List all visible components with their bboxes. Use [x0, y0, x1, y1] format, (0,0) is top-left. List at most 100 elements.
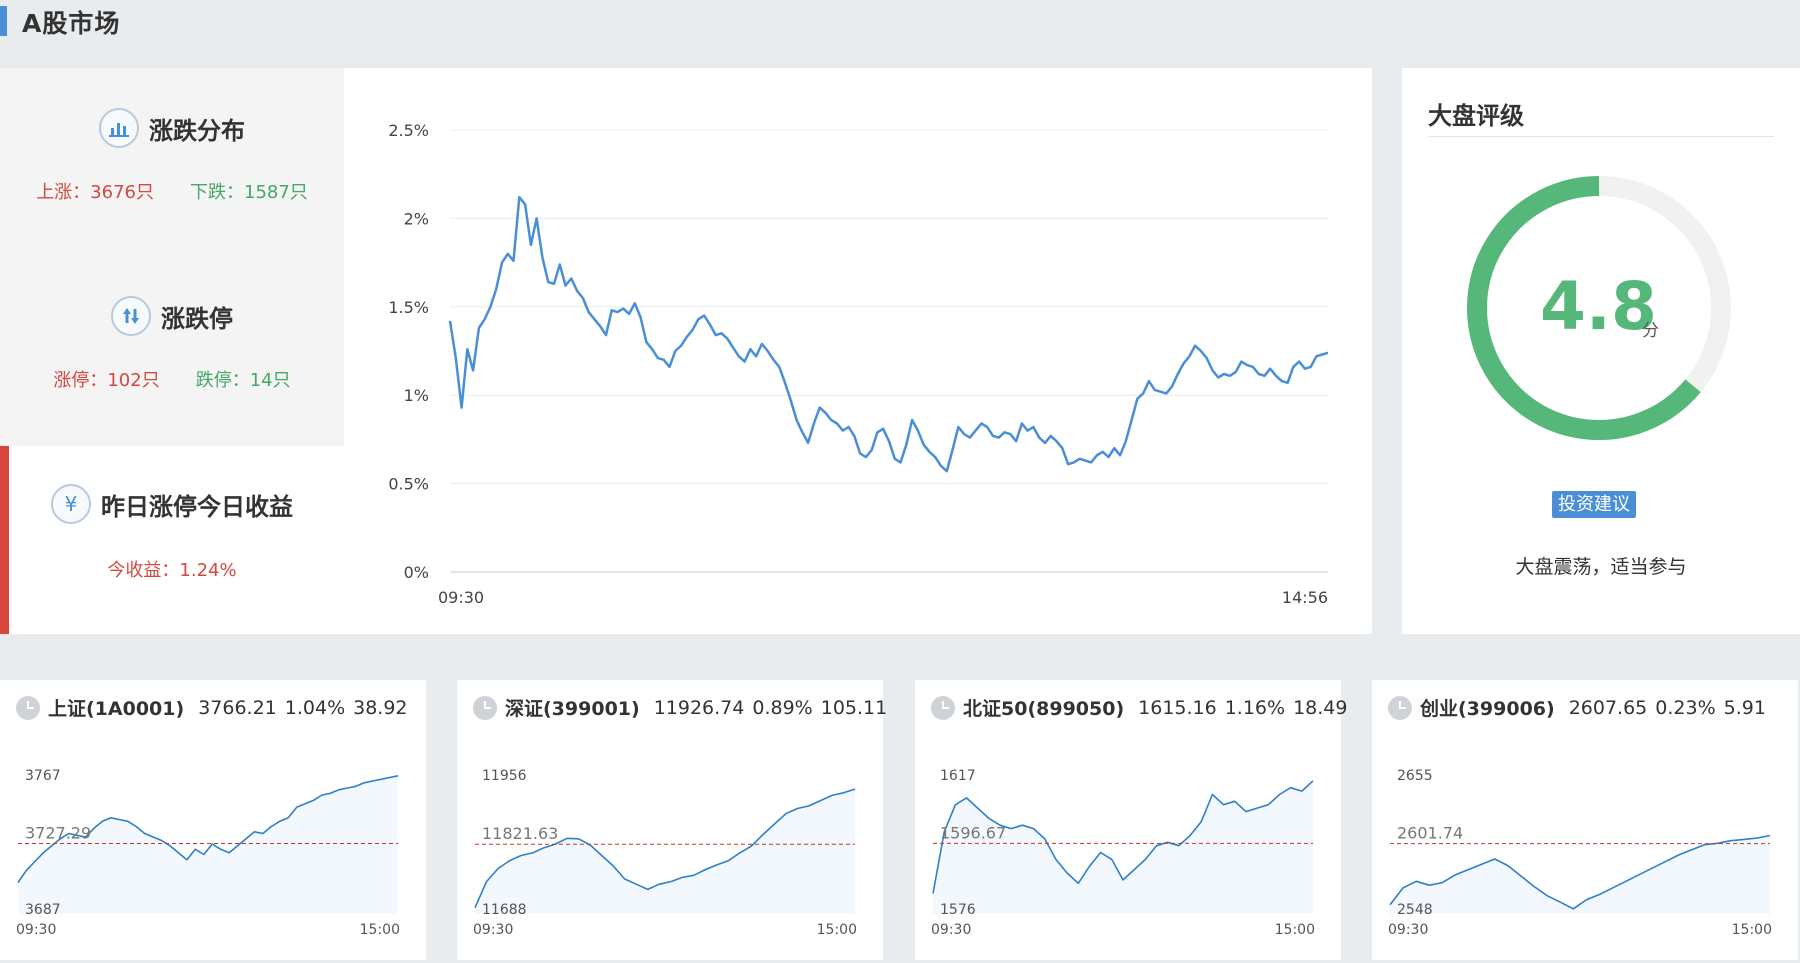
rating-divider — [1428, 136, 1774, 137]
index-name: 创业(399006) — [1420, 698, 1555, 720]
rating-score-unit: 分 — [1642, 321, 1659, 341]
x-tick-label: 09:30 — [16, 922, 56, 938]
index-card-shanghai[interactable]: 上证(1A0001) 3766.21 1.04% 38.92 3767 3727.… — [0, 680, 426, 960]
index-pct: 1.16% — [1224, 696, 1286, 719]
index-pct: 0.23% — [1655, 696, 1716, 719]
index-mini-chart: 1617 1596.67 1576 09:30 15:00 — [931, 768, 1315, 938]
yesterday-values: 今收益：1.24% — [0, 556, 344, 582]
ref-label: 1596.67 — [940, 823, 1006, 842]
y-tick-label: 1% — [404, 386, 429, 405]
clock-icon — [473, 695, 497, 720]
y-tick-label: 0.5% — [388, 475, 429, 494]
series-line — [474, 788, 856, 909]
series-line — [448, 195, 1329, 473]
ref-label: 11821.63 — [482, 824, 558, 843]
y-min-label: 1576 — [940, 902, 976, 918]
index-card-bse50[interactable]: 北证50(899050) 1615.16 1.16% 18.49 1617 159… — [915, 680, 1347, 960]
y-max-label: 1617 — [940, 768, 976, 784]
index-chg: 38.92 — [353, 696, 408, 719]
rating-gauge — [1467, 176, 1731, 440]
x-tick-label: 09:30 — [1388, 922, 1428, 938]
index-chg: 5.91 — [1723, 696, 1766, 719]
clock-icon — [1388, 695, 1412, 720]
y-tick-label: 0% — [404, 563, 429, 582]
index-card-shenzhen[interactable]: 深证(399001) 11926.74 0.89% 105.11 11956 11… — [457, 680, 887, 960]
x-tick-label: 14:56 — [1282, 588, 1328, 607]
area-fill — [933, 780, 1313, 914]
y-max-label: 11956 — [482, 768, 527, 784]
index-header: 深证(399001) 11926.74 0.89% 105.11 — [473, 694, 887, 721]
y-min-label: 11688 — [482, 902, 527, 918]
index-mini-chart: 2655 2601.74 2548 09:30 15:00 — [1388, 768, 1772, 938]
index-mini-chart: 11956 11821.63 11688 09:30 15:00 — [473, 768, 857, 938]
limit-header: 涨跌停 — [0, 296, 344, 336]
up-count: 上涨：3676只 — [36, 182, 154, 203]
x-tick-label: 15:00 — [1275, 922, 1315, 938]
index-mini-chart: 3767 3727.29 3687 09:30 15:00 — [16, 768, 400, 938]
index-chg: 105.11 — [820, 696, 888, 719]
stats-panel: 涨跌分布 上涨：3676只 下跌：1587只 涨跌停 涨停：102只 跌停：14… — [0, 68, 344, 446]
up-down-arrows-icon — [111, 296, 151, 336]
distribution-title: 涨跌分布 — [149, 116, 245, 145]
y-max-label: 2655 — [1397, 768, 1433, 784]
index-name: 上证(1A0001) — [48, 698, 185, 720]
limit-down-count: 跌停：14只 — [195, 370, 291, 391]
index-price: 2607.65 — [1568, 696, 1648, 719]
advice-badge[interactable]: 投资建议 — [1552, 491, 1636, 518]
index-chg: 18.49 — [1293, 696, 1348, 719]
index-header: 创业(399006) 2607.65 0.23% 5.91 — [1388, 694, 1766, 721]
x-tick-label: 09:30 — [438, 588, 484, 607]
x-tick-label: 15:00 — [360, 922, 400, 938]
yesterday-panel: ¥ 昨日涨停今日收益 今收益：1.24% — [0, 446, 344, 634]
limit-values: 涨停：102只 跌停：14只 — [0, 366, 344, 392]
yesterday-header: ¥ 昨日涨停今日收益 — [0, 484, 344, 524]
area-fill — [475, 789, 855, 914]
title-accent-bar — [0, 6, 7, 36]
index-name: 北证50(899050) — [963, 698, 1125, 720]
index-card-chinext[interactable]: 创业(399006) 2607.65 0.23% 5.91 2655 2601.7… — [1372, 680, 1798, 960]
index-price: 1615.16 — [1138, 696, 1217, 719]
y-tick-label: 2% — [404, 209, 429, 228]
index-price: 3766.21 — [198, 696, 277, 719]
rating-title: 大盘评级 — [1428, 102, 1524, 130]
index-pct: 1.04% — [284, 696, 346, 719]
gauge-fill — [1467, 176, 1701, 440]
series-line — [932, 780, 1314, 894]
yen-icon: ¥ — [51, 484, 91, 524]
limit-title: 涨跌停 — [161, 304, 233, 333]
main-chart-panel: 2.5% 2% 1.5% 1% 0.5% 0% 09:30 14:56 — [344, 68, 1372, 634]
ref-label: 2601.74 — [1397, 824, 1463, 843]
down-count: 下跌：1587只 — [190, 182, 308, 203]
area-fill — [1390, 835, 1770, 914]
advice-text: 大盘震荡，适当参与 — [1515, 556, 1687, 578]
y-min-label: 3687 — [25, 902, 61, 918]
distribution-values: 上涨：3676只 下跌：1587只 — [0, 178, 344, 204]
x-tick-label: 09:30 — [473, 922, 513, 938]
clock-icon — [16, 695, 40, 720]
y-tick-label: 1.5% — [388, 298, 429, 317]
series-line — [17, 775, 399, 883]
area-fill — [18, 775, 398, 914]
page-header: A股市场 — [0, 0, 1800, 42]
highlight-strip — [0, 446, 9, 634]
page-title: A股市场 — [22, 9, 121, 38]
y-min-label: 2548 — [1397, 902, 1433, 918]
y-tick-label: 2.5% — [388, 121, 429, 140]
rating-score: 4.8 — [1540, 268, 1657, 345]
main-line-chart: 2.5% 2% 1.5% 1% 0.5% 0% 09:30 14:56 — [388, 121, 1329, 607]
index-name: 深证(399001) — [505, 698, 640, 720]
index-pct: 0.89% — [752, 696, 813, 719]
index-header: 上证(1A0001) 3766.21 1.04% 38.92 — [16, 694, 408, 721]
index-price: 11926.74 — [653, 696, 745, 719]
rating-panel: 大盘评级 4.8 分 投资建议 大盘震荡，适当参与 — [1402, 68, 1800, 634]
bar-chart-icon — [99, 108, 139, 148]
x-tick-label: 09:30 — [931, 922, 971, 938]
index-header: 北证50(899050) 1615.16 1.16% 18.49 — [931, 694, 1347, 721]
x-tick-label: 15:00 — [1732, 922, 1772, 938]
clock-icon — [931, 695, 955, 720]
limit-up-count: 涨停：102只 — [53, 370, 160, 391]
ref-label: 3727.29 — [25, 823, 91, 842]
distribution-header: 涨跌分布 — [0, 108, 344, 148]
today-return: 今收益：1.24% — [107, 560, 237, 581]
yesterday-title: 昨日涨停今日收益 — [101, 492, 293, 521]
